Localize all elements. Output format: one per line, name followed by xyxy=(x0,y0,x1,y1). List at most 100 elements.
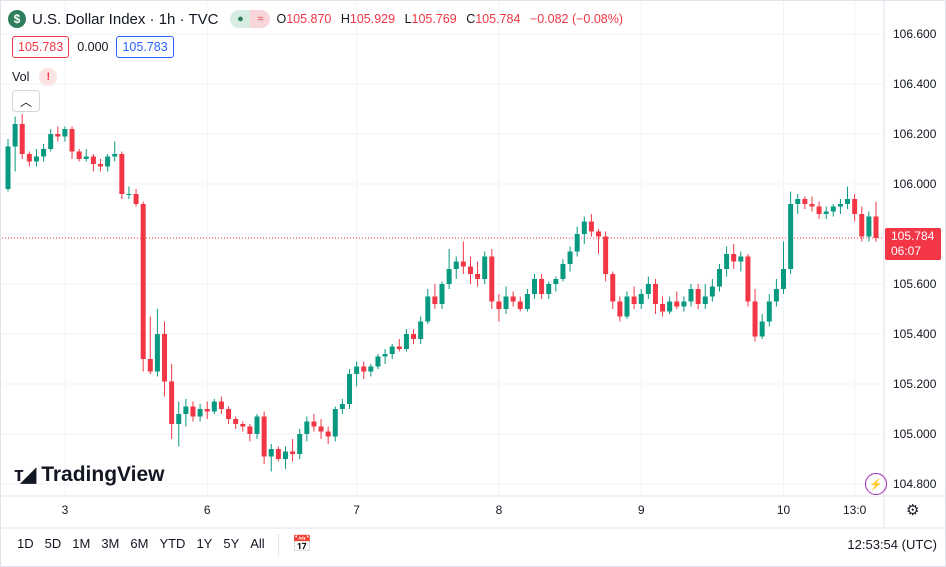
candle-body xyxy=(26,154,32,162)
range-1y[interactable]: 1Y xyxy=(196,536,213,551)
candle-body xyxy=(709,286,715,297)
range-5y[interactable]: 5Y xyxy=(223,536,240,551)
symbol-title[interactable]: U.S. Dollar Index · 1h · TVC xyxy=(32,10,219,28)
candle-body xyxy=(553,279,559,284)
x-tick-label: 7 xyxy=(353,503,360,517)
candle-body xyxy=(716,269,722,287)
candle-body xyxy=(396,346,402,349)
close-key: C xyxy=(466,12,476,26)
y-tick-label: 106.600 xyxy=(893,27,937,41)
tradingview-logo-icon: ᴛ◢ xyxy=(14,464,36,486)
range-1m[interactable]: 1M xyxy=(72,536,91,551)
calendar-icon[interactable]: 📅 xyxy=(292,536,312,553)
candle-body xyxy=(48,134,54,149)
market-status-pill[interactable]: ● ≈ xyxy=(230,10,271,28)
open-value: 105.870 xyxy=(286,12,332,26)
candle-body xyxy=(211,401,217,412)
candle-body xyxy=(588,221,594,232)
candle-body xyxy=(119,154,125,194)
high-key: H xyxy=(340,12,350,26)
candle-body xyxy=(204,409,210,412)
candle-body xyxy=(347,374,353,404)
candle-body xyxy=(681,301,687,307)
range-1d[interactable]: 1D xyxy=(17,536,34,551)
tradingview-logo[interactable]: ᴛ◢ TradingView xyxy=(14,462,165,487)
candle-body xyxy=(489,256,495,302)
candle-body xyxy=(247,426,253,434)
candle-body xyxy=(304,421,310,434)
buy-price[interactable]: 105.783 xyxy=(116,36,174,58)
candle-body xyxy=(610,274,616,302)
last-price-value: 105.784 xyxy=(891,229,935,243)
sell-price[interactable]: 105.783 xyxy=(12,36,70,58)
candle-body xyxy=(282,451,288,459)
candle-body xyxy=(218,401,224,409)
candle-body xyxy=(133,194,139,204)
candle-body xyxy=(724,254,730,269)
utc-clock[interactable]: 12:53:54 (UTC) xyxy=(847,537,937,552)
candle-body xyxy=(759,321,765,337)
candle-body xyxy=(318,426,324,432)
range-3m[interactable]: 3M xyxy=(101,536,120,551)
toolbar-divider xyxy=(278,534,279,556)
quote-box: 105.783 0.000 105.783 xyxy=(12,36,174,58)
candle-body xyxy=(816,206,822,214)
low-value: 105.769 xyxy=(411,12,457,26)
candle-body xyxy=(176,414,182,424)
candle-body xyxy=(190,406,196,417)
candle-body xyxy=(97,164,103,167)
gear-icon[interactable]: ⚙ xyxy=(906,502,920,519)
last-price-label: 105.784 06:07 xyxy=(885,228,941,260)
x-tick-label: 3 xyxy=(62,503,69,517)
candle-body xyxy=(638,294,644,304)
candle-body xyxy=(411,334,417,339)
candle-body xyxy=(425,296,431,322)
volume-label[interactable]: Vol xyxy=(12,70,30,84)
candle-body xyxy=(496,301,502,309)
candle-body xyxy=(788,204,794,269)
candle-body xyxy=(695,289,701,304)
candle-body xyxy=(418,321,424,339)
approx-icon: ≈ xyxy=(250,10,271,28)
range-6m[interactable]: 6M xyxy=(130,536,149,551)
y-tick-label: 105.200 xyxy=(893,377,937,391)
candle-body xyxy=(105,156,111,167)
candle-body xyxy=(311,421,317,427)
candle-body xyxy=(183,406,189,414)
candle-body xyxy=(738,256,744,262)
candle-body xyxy=(581,221,587,234)
candle-body xyxy=(645,284,651,294)
low-key: L xyxy=(404,12,412,26)
range-5d[interactable]: 5D xyxy=(44,536,62,551)
lightning-icon[interactable]: ⚡ xyxy=(865,473,887,495)
candle-body xyxy=(766,301,772,322)
range-ytd[interactable]: YTD xyxy=(159,536,186,551)
candle-body xyxy=(268,449,274,457)
candle-body xyxy=(802,199,808,204)
candle-body xyxy=(197,409,203,417)
x-tick-label: 10 xyxy=(777,503,791,517)
candle-body xyxy=(290,451,296,454)
candle-body xyxy=(624,296,630,317)
candle-body xyxy=(510,296,516,302)
candle-body xyxy=(368,366,374,372)
candle-body xyxy=(660,304,666,312)
candle-body xyxy=(382,354,388,357)
candle-body xyxy=(361,366,367,372)
open-key: O xyxy=(276,12,287,26)
candle-body xyxy=(446,269,452,284)
range-all[interactable]: All xyxy=(250,536,265,551)
candle-body xyxy=(90,156,96,164)
candle-body xyxy=(41,149,47,157)
x-tick-label: 13:0 xyxy=(843,503,867,517)
candle-body xyxy=(688,289,694,302)
warning-icon[interactable]: ! xyxy=(39,68,58,86)
candle-body xyxy=(845,199,851,204)
candle-body xyxy=(567,251,573,264)
chevron-up-icon[interactable]: ︿ xyxy=(12,90,40,112)
candle-body xyxy=(830,206,836,212)
status-dot-icon: ● xyxy=(230,10,251,28)
candle-body xyxy=(837,204,843,207)
candle-body xyxy=(674,301,680,307)
